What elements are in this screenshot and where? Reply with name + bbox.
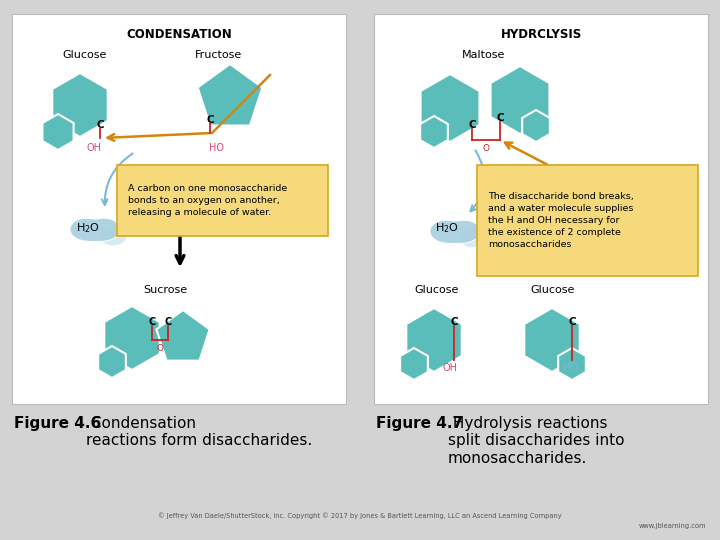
Text: C: C (148, 317, 156, 327)
Text: The disaccharide bond breaks,
and a water molecule supplies
the H and OH necessa: The disaccharide bond breaks, and a wate… (488, 192, 634, 248)
Polygon shape (522, 110, 550, 142)
Text: Condensation
reactions form disaccharides.: Condensation reactions form disaccharide… (86, 416, 312, 448)
Text: C: C (568, 317, 576, 327)
Text: H$_2$O: H$_2$O (435, 221, 459, 235)
FancyBboxPatch shape (117, 165, 328, 236)
Polygon shape (490, 66, 549, 134)
Text: HO: HO (209, 143, 223, 153)
Polygon shape (420, 116, 448, 148)
Text: HO: HO (562, 363, 577, 373)
Polygon shape (198, 64, 262, 125)
Polygon shape (98, 346, 126, 378)
Text: H$_2$O: H$_2$O (76, 221, 100, 235)
Text: Hydrolysis reactions
split disaccharides into
monosaccharides.: Hydrolysis reactions split disaccharides… (448, 416, 624, 466)
Polygon shape (406, 308, 462, 372)
FancyBboxPatch shape (12, 14, 346, 404)
Text: Maltose: Maltose (462, 50, 505, 60)
Text: C: C (450, 317, 458, 327)
Text: Fructose: Fructose (195, 50, 242, 60)
Text: O: O (156, 344, 163, 353)
Text: CONDENSATION: CONDENSATION (126, 28, 232, 41)
Text: C: C (468, 120, 476, 130)
Text: Figure 4.6: Figure 4.6 (14, 416, 102, 431)
Polygon shape (558, 348, 586, 380)
Text: www.jblearning.com: www.jblearning.com (639, 523, 706, 529)
FancyBboxPatch shape (477, 165, 698, 276)
Polygon shape (70, 218, 120, 241)
Text: HYDRCLYSIS: HYDRCLYSIS (500, 28, 582, 41)
Polygon shape (420, 74, 480, 142)
Text: C: C (96, 120, 104, 130)
Text: OH: OH (443, 363, 457, 373)
Polygon shape (400, 348, 428, 380)
Polygon shape (53, 73, 108, 137)
Polygon shape (42, 114, 73, 150)
Text: Sucrose: Sucrose (143, 285, 187, 295)
Polygon shape (430, 220, 480, 244)
Text: Figure 4.7: Figure 4.7 (376, 416, 463, 431)
Polygon shape (524, 308, 580, 372)
Text: Glucose: Glucose (414, 285, 459, 295)
Text: Glucose: Glucose (62, 50, 107, 60)
Text: A carbon on one monosaccharide
bonds to an oxygen on another,
releasing a molecu: A carbon on one monosaccharide bonds to … (128, 184, 287, 217)
Text: © Jeffrey Van Daele/ShutterStock, Inc. Copyright © 2017 by Jones & Bartlett Lear: © Jeffrey Van Daele/ShutterStock, Inc. C… (158, 512, 562, 519)
FancyBboxPatch shape (374, 14, 708, 404)
Polygon shape (459, 228, 487, 248)
Text: OH: OH (86, 143, 102, 153)
Text: C: C (206, 115, 214, 125)
Text: O: O (482, 144, 490, 153)
Polygon shape (104, 306, 160, 370)
Text: Glucose: Glucose (530, 285, 575, 295)
Polygon shape (156, 310, 210, 361)
Polygon shape (99, 226, 127, 246)
Text: C: C (496, 113, 504, 123)
Text: C: C (164, 317, 171, 327)
